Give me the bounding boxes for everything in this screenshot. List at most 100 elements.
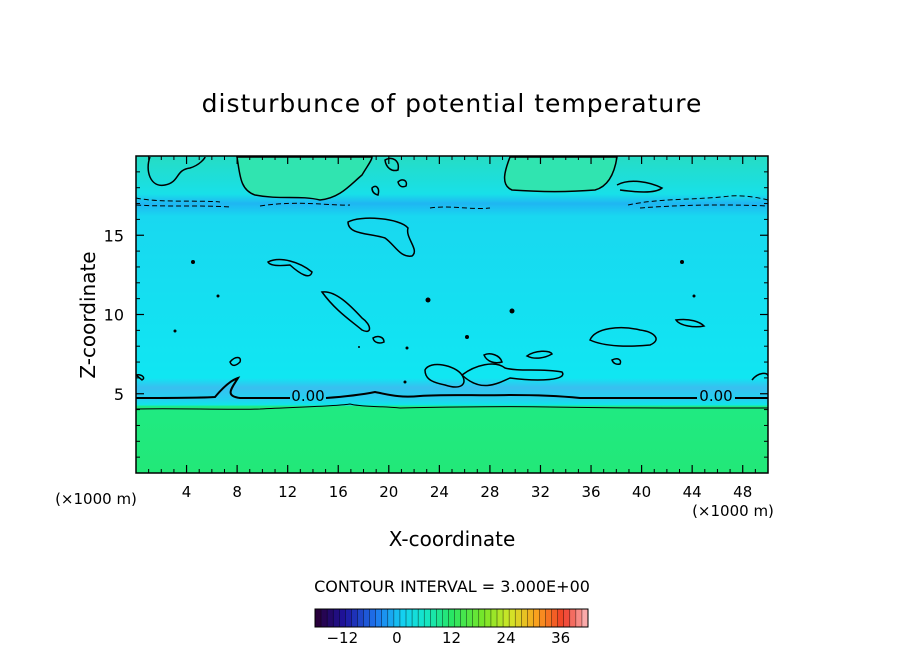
colorbar-segment <box>581 609 589 627</box>
colorbar-segment <box>369 609 376 627</box>
contour-interval: CONTOUR INTERVAL = 3.000E+00 <box>314 577 590 596</box>
colorbar-segment <box>424 609 431 627</box>
colorbar-segment <box>418 609 425 627</box>
colorbar-segment <box>545 609 552 627</box>
x-axis-units: (×1000 m) <box>692 502 774 520</box>
colorbar-segment <box>569 609 577 627</box>
upper-green-patch <box>236 156 373 201</box>
colorbar-segment <box>563 609 571 627</box>
colorbar-tick-label: 0 <box>392 629 402 647</box>
colorbar-segment <box>521 609 528 627</box>
colorbar-segment <box>497 609 504 627</box>
x-tick-label: 4 <box>182 483 192 501</box>
colorbar-segment <box>315 609 322 627</box>
negative-contour <box>136 195 768 209</box>
zero-contour <box>136 376 768 400</box>
colorbar-segment <box>327 609 334 627</box>
colorbar-segment <box>381 609 389 627</box>
negative-contour <box>136 204 768 209</box>
colorbar-segment <box>484 609 492 627</box>
y-tick-label: 5 <box>114 385 124 404</box>
colorbar-segment <box>448 609 455 627</box>
x-axis-title: X-coordinate <box>389 527 516 551</box>
colorbar-segment <box>430 609 437 627</box>
colorbar-frame <box>314 608 589 628</box>
colorbar-segment <box>351 609 358 627</box>
x-tick-label: 12 <box>278 483 297 501</box>
colorbar-segment <box>460 609 467 627</box>
chart-title: disturbunce of potential temperature <box>202 89 703 118</box>
closed-contour <box>347 217 416 257</box>
colorbar-segment <box>436 609 443 627</box>
colorbar-tick-label: 12 <box>442 629 461 647</box>
y-tick-label: 10 <box>104 306 124 325</box>
x-axis: 4 8 12 16 20 24 28 32 36 40 44 48 <box>148 156 756 501</box>
colorbar-segment <box>375 609 383 627</box>
colorbar-segment <box>387 609 395 627</box>
colorbar-segment <box>321 609 328 627</box>
colorbar-segment <box>527 609 534 627</box>
x-tick-label: 36 <box>581 483 600 501</box>
closed-contour <box>424 363 465 388</box>
colorbar-segment <box>333 609 340 627</box>
x-tick-label: 16 <box>329 483 348 501</box>
colorbar-segment <box>393 609 401 627</box>
colorbar-segment <box>406 609 413 627</box>
lower-contour <box>136 403 768 410</box>
colorbar-segment <box>478 609 486 627</box>
colorbar-segment <box>357 609 364 627</box>
colorbar-segment <box>399 609 407 627</box>
x-tick-label: 28 <box>480 483 499 501</box>
colorbar-tick-label: 24 <box>497 629 516 647</box>
upper-right-contour <box>616 180 664 193</box>
contour-label: 0.00 <box>291 387 324 405</box>
colorbar-segment <box>533 609 540 627</box>
colorbar-segment <box>454 609 461 627</box>
colorbar-segment <box>339 609 346 627</box>
closed-contour <box>372 335 385 344</box>
closed-contour <box>266 258 313 277</box>
colorbar-segment <box>515 609 522 627</box>
colorbar-segment <box>503 609 510 627</box>
closed-contour <box>525 350 553 359</box>
colorbar-segment <box>363 609 370 627</box>
colorbar-segment <box>490 609 498 627</box>
x-tick-label: 8 <box>232 483 242 501</box>
closed-contour <box>371 157 408 196</box>
colorbar-segment <box>412 609 419 627</box>
small-contours <box>173 260 696 384</box>
colorbar-tick-label: 36 <box>551 629 570 647</box>
colorbar: −12 0 12 24 36 <box>314 608 589 647</box>
colorbar-segment <box>466 609 474 627</box>
closed-contour <box>320 291 371 332</box>
colorbar-segment <box>345 609 352 627</box>
colorbar-segment <box>509 609 516 627</box>
y-axis-units: (×1000 m) <box>55 490 137 508</box>
x-tick-label: 40 <box>632 483 651 501</box>
y-axis: 5 10 15 <box>104 171 768 458</box>
field-background <box>136 156 768 473</box>
upper-green-patch <box>503 156 618 193</box>
colorbar-segment <box>442 609 449 627</box>
closed-contour <box>460 363 564 387</box>
colorbar-tick-label: −12 <box>326 629 358 647</box>
closed-contour <box>483 353 622 365</box>
y-tick-label: 15 <box>104 226 124 245</box>
contour-label: 0.00 <box>699 387 732 405</box>
plot-area <box>136 156 768 473</box>
x-tick-label: 24 <box>430 483 449 501</box>
x-tick-label: 44 <box>683 483 702 501</box>
x-tick-label: 32 <box>531 483 550 501</box>
x-tick-label: 20 <box>379 483 398 501</box>
colorbar-segment <box>551 609 558 627</box>
upper-left-contour <box>147 156 206 186</box>
colorbar-segment <box>575 609 583 627</box>
closed-contour <box>589 327 657 347</box>
y-axis-title: Z-coordinate <box>76 251 100 378</box>
closed-contour <box>674 318 706 328</box>
colorbar-segment <box>539 609 546 627</box>
colorbar-segment <box>557 609 565 627</box>
x-tick-label: 48 <box>733 483 752 501</box>
colorbar-segment <box>472 609 480 627</box>
